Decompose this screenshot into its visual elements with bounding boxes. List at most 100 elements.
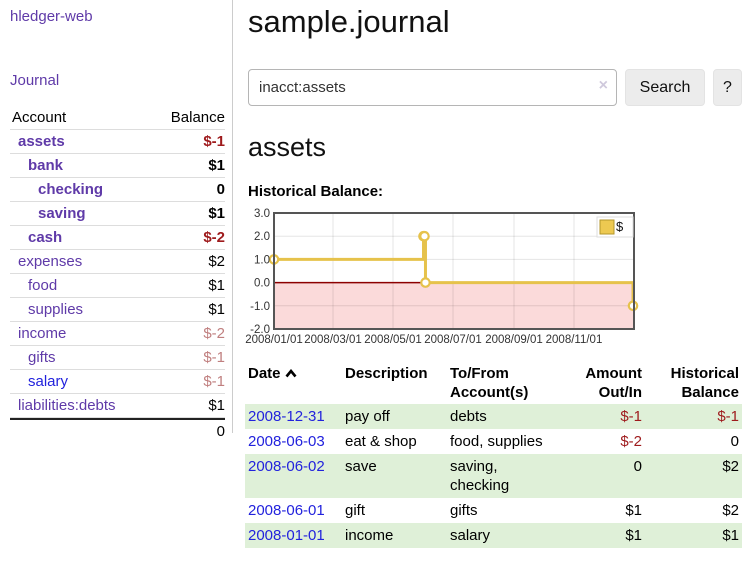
register-row: 2008-06-01 gift gifts $1 $2 — [245, 498, 742, 523]
account-balance: $-1 — [203, 133, 225, 150]
register-header-accounts: To/From Account(s) — [450, 365, 529, 401]
x-tick: 2008/03/01 — [304, 334, 362, 346]
accounts-header-balance: Balance — [170, 109, 225, 126]
date-header-label: Date — [248, 365, 281, 382]
search-input[interactable] — [248, 69, 617, 106]
account-heading: assets — [248, 132, 327, 162]
account-row: checking 0 — [10, 178, 225, 202]
transaction-balance: $1 — [722, 527, 739, 544]
search-bar: × Search ? — [248, 69, 742, 106]
transaction-date-link[interactable]: 2008-06-03 — [248, 433, 325, 450]
transaction-description: gift — [345, 502, 366, 519]
sidebar-account-assets[interactable]: assets — [18, 133, 65, 150]
transaction-balance: $2 — [722, 458, 739, 475]
transaction-description: save — [345, 458, 377, 475]
account-balance: $-2 — [203, 229, 225, 246]
sidebar-account-liabilities-debts[interactable]: liabilities:debts — [18, 397, 116, 414]
sidebar-account-food[interactable]: food — [28, 277, 58, 294]
chart-canvas: $ 3.0 2.0 1.0 0.0 -1.0 -2.0 2008/01/01 2… — [245, 208, 639, 346]
sidebar-account-bank[interactable]: bank — [28, 157, 64, 174]
transaction-amount: $1 — [625, 527, 642, 544]
x-tick: 2008/05/01 — [364, 334, 422, 346]
transaction-description: pay off — [345, 408, 390, 425]
chart-plot-border — [273, 212, 635, 330]
sidebar-account-saving[interactable]: saving — [38, 205, 86, 222]
accounts-total-row: 0 — [10, 418, 225, 443]
main-panel: sample.journal × Search ? assets Histori… — [234, 0, 742, 582]
transaction-accounts: saving, checking — [450, 458, 510, 494]
account-balance: $-1 — [203, 349, 225, 366]
accounts-header-account: Account — [12, 109, 67, 126]
historical-balance-chart: $ 3.0 2.0 1.0 0.0 -1.0 -2.0 2008/01/01 2… — [240, 206, 650, 356]
account-row: liabilities:debts $1 — [10, 394, 225, 418]
account-balance: 0 — [216, 181, 225, 198]
transaction-balance: $2 — [722, 502, 739, 519]
register-header-description: Description — [345, 365, 428, 382]
transaction-description: income — [345, 527, 394, 544]
sidebar-account-checking[interactable]: checking — [38, 181, 104, 198]
y-tick: -2.0 — [250, 324, 270, 336]
register-table: Date Description To/From Account(s) Amou… — [245, 362, 742, 548]
x-tick: 2008/09/01 — [485, 334, 543, 346]
help-button[interactable]: ? — [713, 69, 742, 106]
account-row: salary $-1 — [10, 370, 225, 394]
y-tick: -1.0 — [250, 301, 270, 313]
x-tick: 2008/11/01 — [546, 334, 603, 346]
account-row: assets $-1 — [10, 130, 225, 154]
sidebar-account-cash[interactable]: cash — [28, 229, 63, 246]
chart-legend: $ — [596, 216, 634, 238]
page-title: sample.journal — [248, 4, 450, 39]
transaction-date-link[interactable]: 2008-01-01 — [248, 527, 325, 544]
accounts-tree: Account Balance assets $-1 bank $1 check… — [10, 106, 225, 443]
y-tick: 2.0 — [254, 231, 270, 243]
transaction-balance: 0 — [730, 433, 739, 450]
sidebar-account-income[interactable]: income — [18, 325, 67, 342]
account-balance: $-1 — [203, 373, 225, 390]
legend-label: $ — [616, 219, 624, 234]
y-tick: 1.0 — [254, 254, 270, 266]
account-balance: $1 — [208, 157, 225, 174]
transaction-amount: $-1 — [620, 408, 642, 425]
account-balance: $1 — [208, 277, 225, 294]
account-row: saving $1 — [10, 202, 225, 226]
transaction-accounts: salary — [450, 527, 491, 544]
sidebar-account-supplies[interactable]: supplies — [28, 301, 84, 318]
account-row: food $1 — [10, 274, 225, 298]
accounts-header: Account Balance — [10, 106, 225, 130]
y-tick: 3.0 — [254, 208, 270, 220]
x-tick: 2008/07/01 — [424, 334, 482, 346]
register-header-balance: Historical Balance — [670, 365, 739, 401]
register-header-date[interactable]: Date — [245, 362, 342, 404]
search-button[interactable]: Search — [625, 69, 705, 106]
sidebar-account-gifts[interactable]: gifts — [28, 349, 56, 366]
transaction-date-link[interactable]: 2008-06-01 — [248, 502, 325, 519]
x-tick: 2008/01/01 — [245, 334, 303, 346]
legend-swatch-icon — [599, 219, 615, 235]
transaction-amount: 0 — [633, 458, 642, 475]
sidebar-account-salary[interactable]: salary — [28, 373, 69, 390]
account-row: expenses $2 — [10, 250, 225, 274]
account-balance: $2 — [208, 253, 225, 270]
sidebar-item-journal[interactable]: Journal — [10, 72, 60, 89]
chart-title: Historical Balance: — [248, 183, 384, 200]
account-balance: $-2 — [203, 325, 225, 342]
register-row: 2008-06-03 eat & shop food, supplies $-2… — [245, 429, 742, 454]
app-brand-link[interactable]: hledger-web — [10, 8, 93, 25]
transaction-accounts: debts — [450, 408, 487, 425]
y-tick: 0.0 — [254, 278, 270, 290]
account-balance: $1 — [208, 397, 225, 414]
sidebar-account-expenses[interactable]: expenses — [18, 253, 83, 270]
register-row: 2008-12-31 pay off debts $-1 $-1 — [245, 404, 742, 429]
account-row: gifts $-1 — [10, 346, 225, 370]
account-row: bank $1 — [10, 154, 225, 178]
transaction-accounts: food, supplies — [450, 433, 543, 450]
clear-search-icon[interactable]: × — [598, 77, 608, 94]
sidebar: hledger-web Journal Account Balance asse… — [0, 0, 233, 440]
account-balance: $1 — [208, 205, 225, 222]
transaction-description: eat & shop — [345, 433, 417, 450]
account-row: cash $-2 — [10, 226, 225, 250]
account-balance: $1 — [208, 301, 225, 318]
transaction-date-link[interactable]: 2008-12-31 — [248, 408, 325, 425]
account-row: supplies $1 — [10, 298, 225, 322]
transaction-date-link[interactable]: 2008-06-02 — [248, 458, 325, 475]
